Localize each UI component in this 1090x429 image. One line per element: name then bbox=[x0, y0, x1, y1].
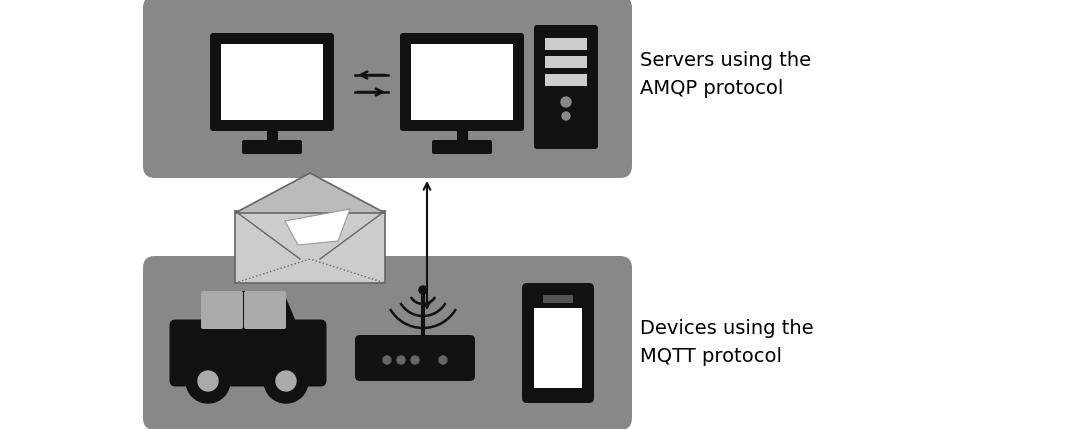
FancyBboxPatch shape bbox=[143, 0, 632, 178]
Text: Devices using the
MQTT protocol: Devices using the MQTT protocol bbox=[640, 320, 813, 366]
Bar bbox=[411, 44, 513, 120]
Polygon shape bbox=[284, 209, 350, 245]
Bar bbox=[534, 308, 582, 388]
FancyBboxPatch shape bbox=[210, 33, 334, 131]
Circle shape bbox=[276, 371, 296, 391]
FancyBboxPatch shape bbox=[400, 33, 524, 131]
Polygon shape bbox=[199, 291, 300, 331]
FancyBboxPatch shape bbox=[143, 256, 632, 429]
Bar bbox=[221, 44, 323, 120]
Circle shape bbox=[186, 359, 230, 403]
FancyBboxPatch shape bbox=[543, 295, 573, 303]
FancyBboxPatch shape bbox=[355, 335, 475, 381]
FancyBboxPatch shape bbox=[201, 291, 243, 329]
Bar bbox=[545, 56, 588, 68]
Circle shape bbox=[562, 112, 570, 120]
Circle shape bbox=[439, 356, 447, 364]
Circle shape bbox=[419, 286, 427, 294]
FancyBboxPatch shape bbox=[170, 320, 327, 387]
Text: Servers using the
AMQP protocol: Servers using the AMQP protocol bbox=[640, 51, 811, 99]
FancyBboxPatch shape bbox=[432, 140, 492, 154]
Circle shape bbox=[198, 371, 218, 391]
FancyBboxPatch shape bbox=[242, 140, 302, 154]
FancyBboxPatch shape bbox=[522, 283, 594, 403]
Polygon shape bbox=[235, 173, 385, 213]
Bar bbox=[235, 211, 385, 283]
Circle shape bbox=[397, 356, 405, 364]
FancyBboxPatch shape bbox=[534, 25, 598, 149]
Circle shape bbox=[411, 356, 419, 364]
Circle shape bbox=[264, 359, 308, 403]
FancyBboxPatch shape bbox=[244, 291, 286, 329]
Bar bbox=[545, 74, 588, 86]
Circle shape bbox=[383, 356, 391, 364]
Bar bbox=[545, 38, 588, 50]
Circle shape bbox=[561, 97, 571, 107]
